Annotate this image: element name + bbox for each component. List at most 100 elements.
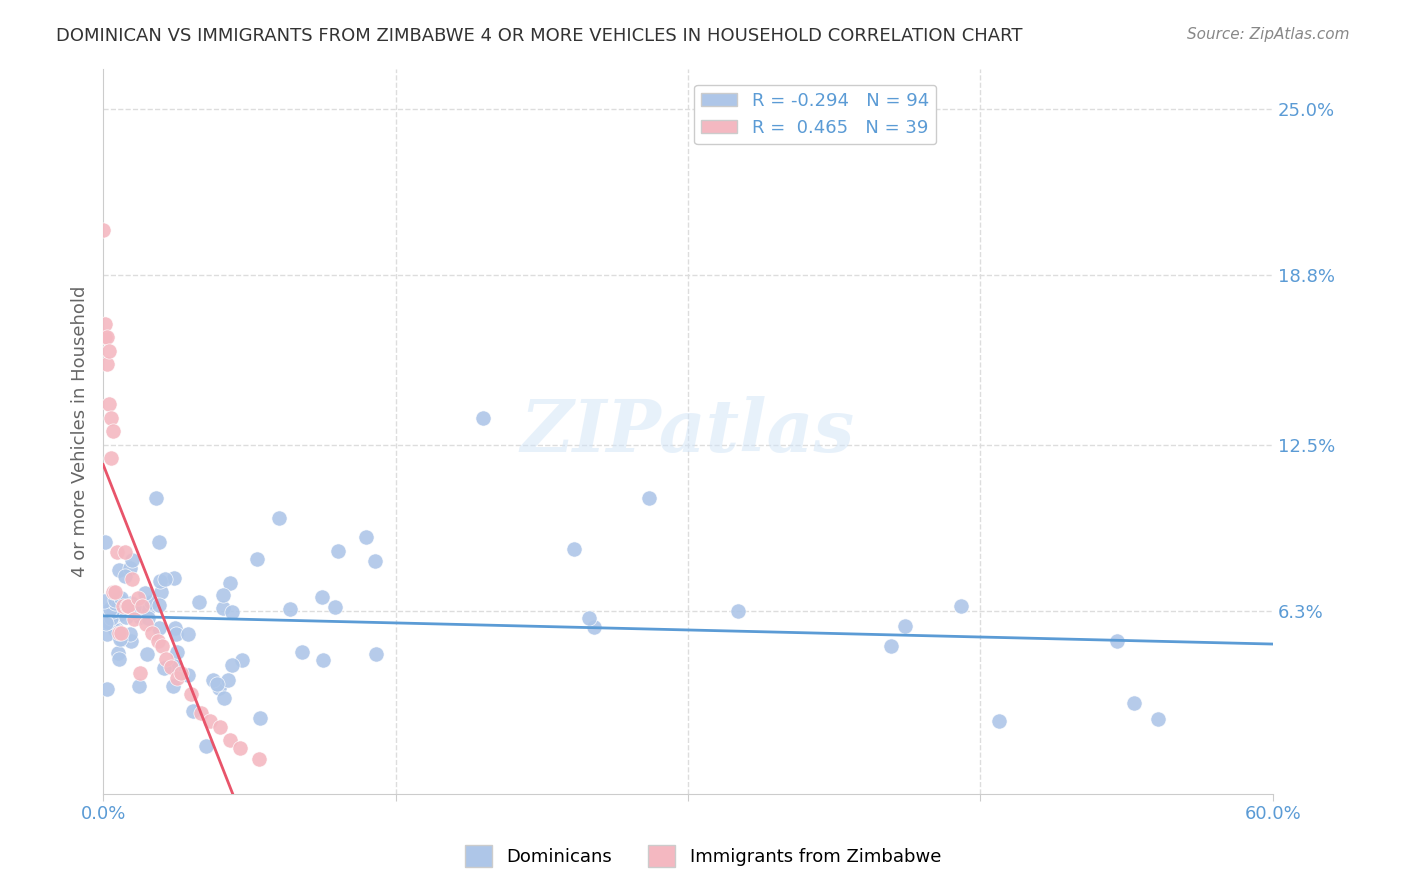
Point: [105, 622, 128, 636]
Point: [364, 554, 387, 568]
Point: [131, 599, 153, 613]
Point: [94, 616, 117, 631]
Point: [163, 621, 186, 635]
Point: [155, 652, 177, 666]
Point: [562, 542, 585, 557]
Point: [120, 633, 142, 648]
Point: [1122, 697, 1144, 711]
Point: [247, 752, 270, 766]
Point: [91, 222, 114, 236]
Point: [727, 604, 749, 618]
Point: [124, 612, 146, 626]
Point: [177, 668, 200, 682]
Point: [949, 599, 972, 613]
Point: [163, 571, 186, 585]
Point: [148, 534, 170, 549]
Point: [212, 588, 235, 602]
Point: [323, 599, 346, 614]
Point: [100, 611, 122, 625]
Point: [96, 357, 118, 371]
Point: [97, 615, 120, 629]
Point: [128, 680, 150, 694]
Point: [181, 705, 204, 719]
Point: [221, 658, 243, 673]
Point: [188, 595, 211, 609]
Point: [150, 585, 173, 599]
Point: [163, 658, 186, 673]
Point: [219, 576, 242, 591]
Point: [98, 397, 121, 411]
Point: [231, 653, 253, 667]
Point: [202, 673, 225, 687]
Point: [1105, 633, 1128, 648]
Point: [108, 591, 131, 606]
Point: [98, 602, 121, 616]
Point: [93, 594, 115, 608]
Legend: R = -0.294   N = 94, R =  0.465   N = 39: R = -0.294 N = 94, R = 0.465 N = 39: [695, 85, 936, 145]
Point: [194, 739, 217, 753]
Point: [148, 621, 170, 635]
Point: [104, 593, 127, 607]
Point: [170, 665, 193, 680]
Point: [578, 610, 600, 624]
Point: [311, 591, 333, 605]
Text: DOMINICAN VS IMMIGRANTS FROM ZIMBABWE 4 OR MORE VEHICLES IN HOUSEHOLD CORRELATIO: DOMINICAN VS IMMIGRANTS FROM ZIMBABWE 4 …: [56, 27, 1022, 45]
Point: [366, 647, 388, 661]
Point: [583, 620, 606, 634]
Point: [121, 572, 143, 586]
Point: [114, 545, 136, 559]
Point: [166, 645, 188, 659]
Point: [177, 627, 200, 641]
Point: [98, 343, 121, 358]
Legend: Dominicans, Immigrants from Zimbabwe: Dominicans, Immigrants from Zimbabwe: [457, 838, 949, 874]
Point: [115, 609, 138, 624]
Point: [205, 677, 228, 691]
Point: [107, 563, 129, 577]
Point: [153, 572, 176, 586]
Point: [128, 610, 150, 624]
Point: [110, 591, 132, 605]
Point: [160, 660, 183, 674]
Text: Source: ZipAtlas.com: Source: ZipAtlas.com: [1187, 27, 1350, 42]
Point: [94, 535, 117, 549]
Point: [103, 604, 125, 618]
Point: [880, 639, 903, 653]
Point: [278, 602, 301, 616]
Point: [190, 706, 212, 720]
Point: [312, 653, 335, 667]
Point: [134, 586, 156, 600]
Point: [111, 599, 134, 613]
Point: [136, 647, 159, 661]
Point: [152, 661, 174, 675]
Point: [101, 585, 124, 599]
Point: [148, 598, 170, 612]
Point: [135, 617, 157, 632]
Point: [129, 665, 152, 680]
Point: [101, 424, 124, 438]
Point: [894, 619, 917, 633]
Point: [115, 599, 138, 613]
Point: [638, 491, 661, 506]
Point: [162, 679, 184, 693]
Point: [218, 733, 240, 747]
Point: [104, 585, 127, 599]
Point: [97, 602, 120, 616]
Point: [200, 714, 222, 728]
Point: [146, 633, 169, 648]
Point: [94, 317, 117, 331]
Point: [111, 632, 134, 646]
Point: [180, 687, 202, 701]
Point: [105, 545, 128, 559]
Point: [145, 491, 167, 505]
Point: [267, 510, 290, 524]
Point: [118, 561, 141, 575]
Point: [96, 627, 118, 641]
Point: [127, 591, 149, 605]
Point: [114, 568, 136, 582]
Point: [212, 600, 235, 615]
Point: [208, 681, 231, 695]
Point: [107, 646, 129, 660]
Point: [212, 691, 235, 706]
Point: [291, 645, 314, 659]
Point: [105, 603, 128, 617]
